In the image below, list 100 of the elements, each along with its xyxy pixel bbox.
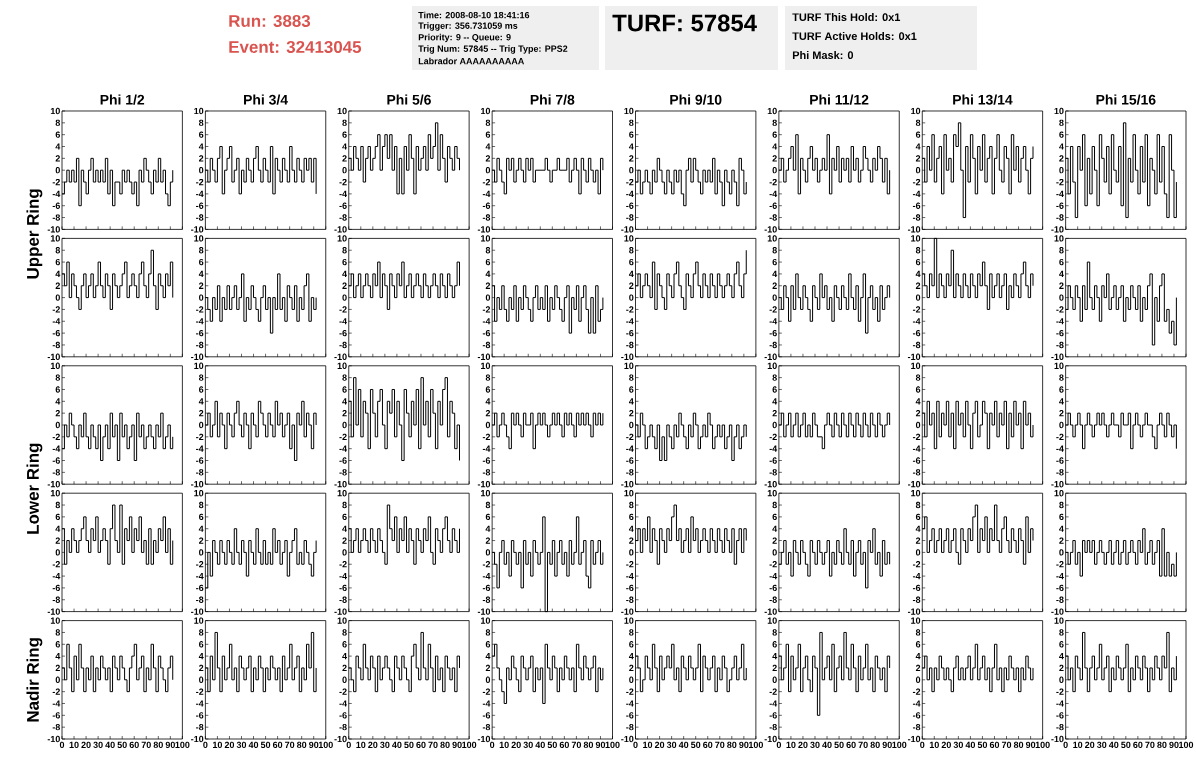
x-tick-label: 100 [605, 741, 620, 749]
y-tick-label: -8 [196, 596, 204, 603]
y-tick-label: 10 [624, 235, 634, 242]
y-tick-label: 6 [629, 131, 634, 138]
y-tick-label: 2 [772, 282, 777, 289]
y-tick-label: -6 [482, 329, 491, 337]
y-tick-label: -10 [334, 353, 347, 360]
x-tick-label: 80 [153, 741, 163, 749]
y-tick-label: 2 [1059, 664, 1064, 672]
y-tick-label: 10 [767, 490, 777, 497]
y-tick-label: -2 [626, 688, 634, 695]
y-tick-label: -10 [621, 608, 634, 615]
y-tick-label: -4 [912, 700, 921, 707]
y-tick-label: 2 [485, 410, 491, 417]
y-tick-label: -10 [477, 353, 491, 360]
y-tick-label: 8 [629, 501, 634, 509]
y-tick-label: -10 [764, 608, 777, 615]
y-tick-label: 2 [342, 537, 347, 544]
y-tick-label: 2 [485, 537, 491, 544]
y-tick-label: 10 [50, 490, 60, 497]
y-tick-label: 10 [1054, 235, 1064, 242]
y-tick-label: 4 [772, 653, 778, 660]
y-tick-label: 0 [772, 421, 777, 429]
x-tick-label: 70 [1001, 741, 1012, 749]
y-tick-label: 8 [915, 501, 921, 509]
y-tick-label: -2 [912, 178, 921, 186]
y-tick-label: 0 [915, 167, 921, 174]
y-tick-label: -8 [339, 596, 347, 603]
y-tick-label: 6 [772, 641, 777, 648]
y-tick-label: -4 [626, 318, 634, 325]
x-tick-label: 60 [272, 741, 283, 749]
y-tick-label: 10 [50, 617, 60, 624]
y-tick-label: 0 [485, 167, 491, 174]
y-tick-label: -8 [626, 723, 634, 731]
y-tick-label: 8 [342, 501, 347, 509]
y-tick-label: -6 [912, 329, 921, 337]
y-tick-label: 4 [342, 143, 348, 150]
y-tick-label: -10 [47, 353, 60, 360]
y-tick-label: 2 [1059, 155, 1064, 162]
x-tick-label: 100 [1179, 741, 1194, 749]
y-tick-label: 2 [629, 282, 634, 289]
y-tick-label: 2 [342, 410, 347, 417]
y-tick-label: 0 [199, 676, 204, 683]
x-tick-label: 50 [404, 741, 414, 749]
y-tick-label: 2 [342, 155, 347, 162]
y-tick-label: 8 [772, 501, 777, 509]
y-tick-label: -8 [339, 214, 347, 221]
y-tick-label: -10 [1051, 353, 1064, 360]
y-tick-label: 0 [1059, 421, 1064, 429]
y-tick-label: -6 [912, 457, 921, 464]
y-tick-label: -10 [621, 353, 634, 360]
y-tick-label: 2 [55, 537, 60, 544]
y-tick-label: 8 [198, 119, 204, 127]
y-tick-label: -6 [52, 712, 60, 719]
y-tick-label: -10 [907, 608, 921, 615]
y-tick-label: -10 [47, 481, 60, 488]
y-tick-label: 4 [485, 270, 491, 277]
y-tick-label: -8 [626, 596, 634, 603]
y-tick-label: -8 [52, 469, 61, 476]
y-tick-label: -2 [482, 688, 491, 695]
y-tick-label: -8 [339, 469, 347, 476]
y-tick-label: -4 [339, 445, 348, 452]
y-tick-label: 2 [915, 155, 921, 162]
y-tick-label: 0 [485, 549, 491, 556]
y-tick-label: 10 [337, 490, 347, 497]
y-tick-label: 0 [915, 676, 921, 683]
y-tick-label: -10 [477, 735, 491, 743]
y-tick-label: -6 [52, 329, 60, 337]
y-tick-label: -10 [47, 735, 60, 743]
y-tick-label: 0 [629, 549, 634, 556]
y-tick-label: 10 [337, 617, 347, 624]
y-tick-label: -8 [1056, 214, 1064, 221]
y-tick-label: 6 [629, 641, 634, 648]
y-tick-label: 2 [915, 282, 921, 289]
y-tick-label: -6 [912, 584, 921, 592]
y-tick-label: 4 [198, 270, 204, 277]
y-tick-label: 4 [198, 653, 204, 660]
y-tick-label: 0 [629, 167, 634, 174]
y-tick-label: -4 [769, 445, 778, 452]
y-tick-label: -6 [1056, 202, 1064, 209]
y-tick-label: 2 [629, 155, 634, 162]
y-tick-label: 8 [55, 119, 61, 127]
y-tick-label: -8 [769, 469, 777, 476]
y-tick-label: 10 [767, 107, 777, 115]
y-tick-label: -8 [626, 469, 634, 476]
y-tick-label: 8 [1059, 501, 1064, 509]
x-tick-label: 70 [858, 741, 868, 749]
y-tick-label: 4 [55, 270, 61, 277]
x-tick-label: 10 [1073, 741, 1083, 749]
x-tick-label: 10 [212, 741, 223, 749]
y-tick-label: -4 [339, 572, 348, 580]
y-tick-label: -10 [621, 735, 634, 743]
y-tick-label: -8 [912, 723, 921, 731]
text: Phi Mask: 0 [792, 50, 854, 60]
y-tick-label: 4 [628, 398, 634, 405]
y-tick-label: 8 [198, 629, 204, 636]
y-tick-label: -2 [339, 688, 347, 695]
y-tick-label: 10 [1054, 362, 1064, 369]
y-tick-label: 8 [1059, 247, 1064, 254]
y-tick-label: -10 [907, 353, 921, 360]
